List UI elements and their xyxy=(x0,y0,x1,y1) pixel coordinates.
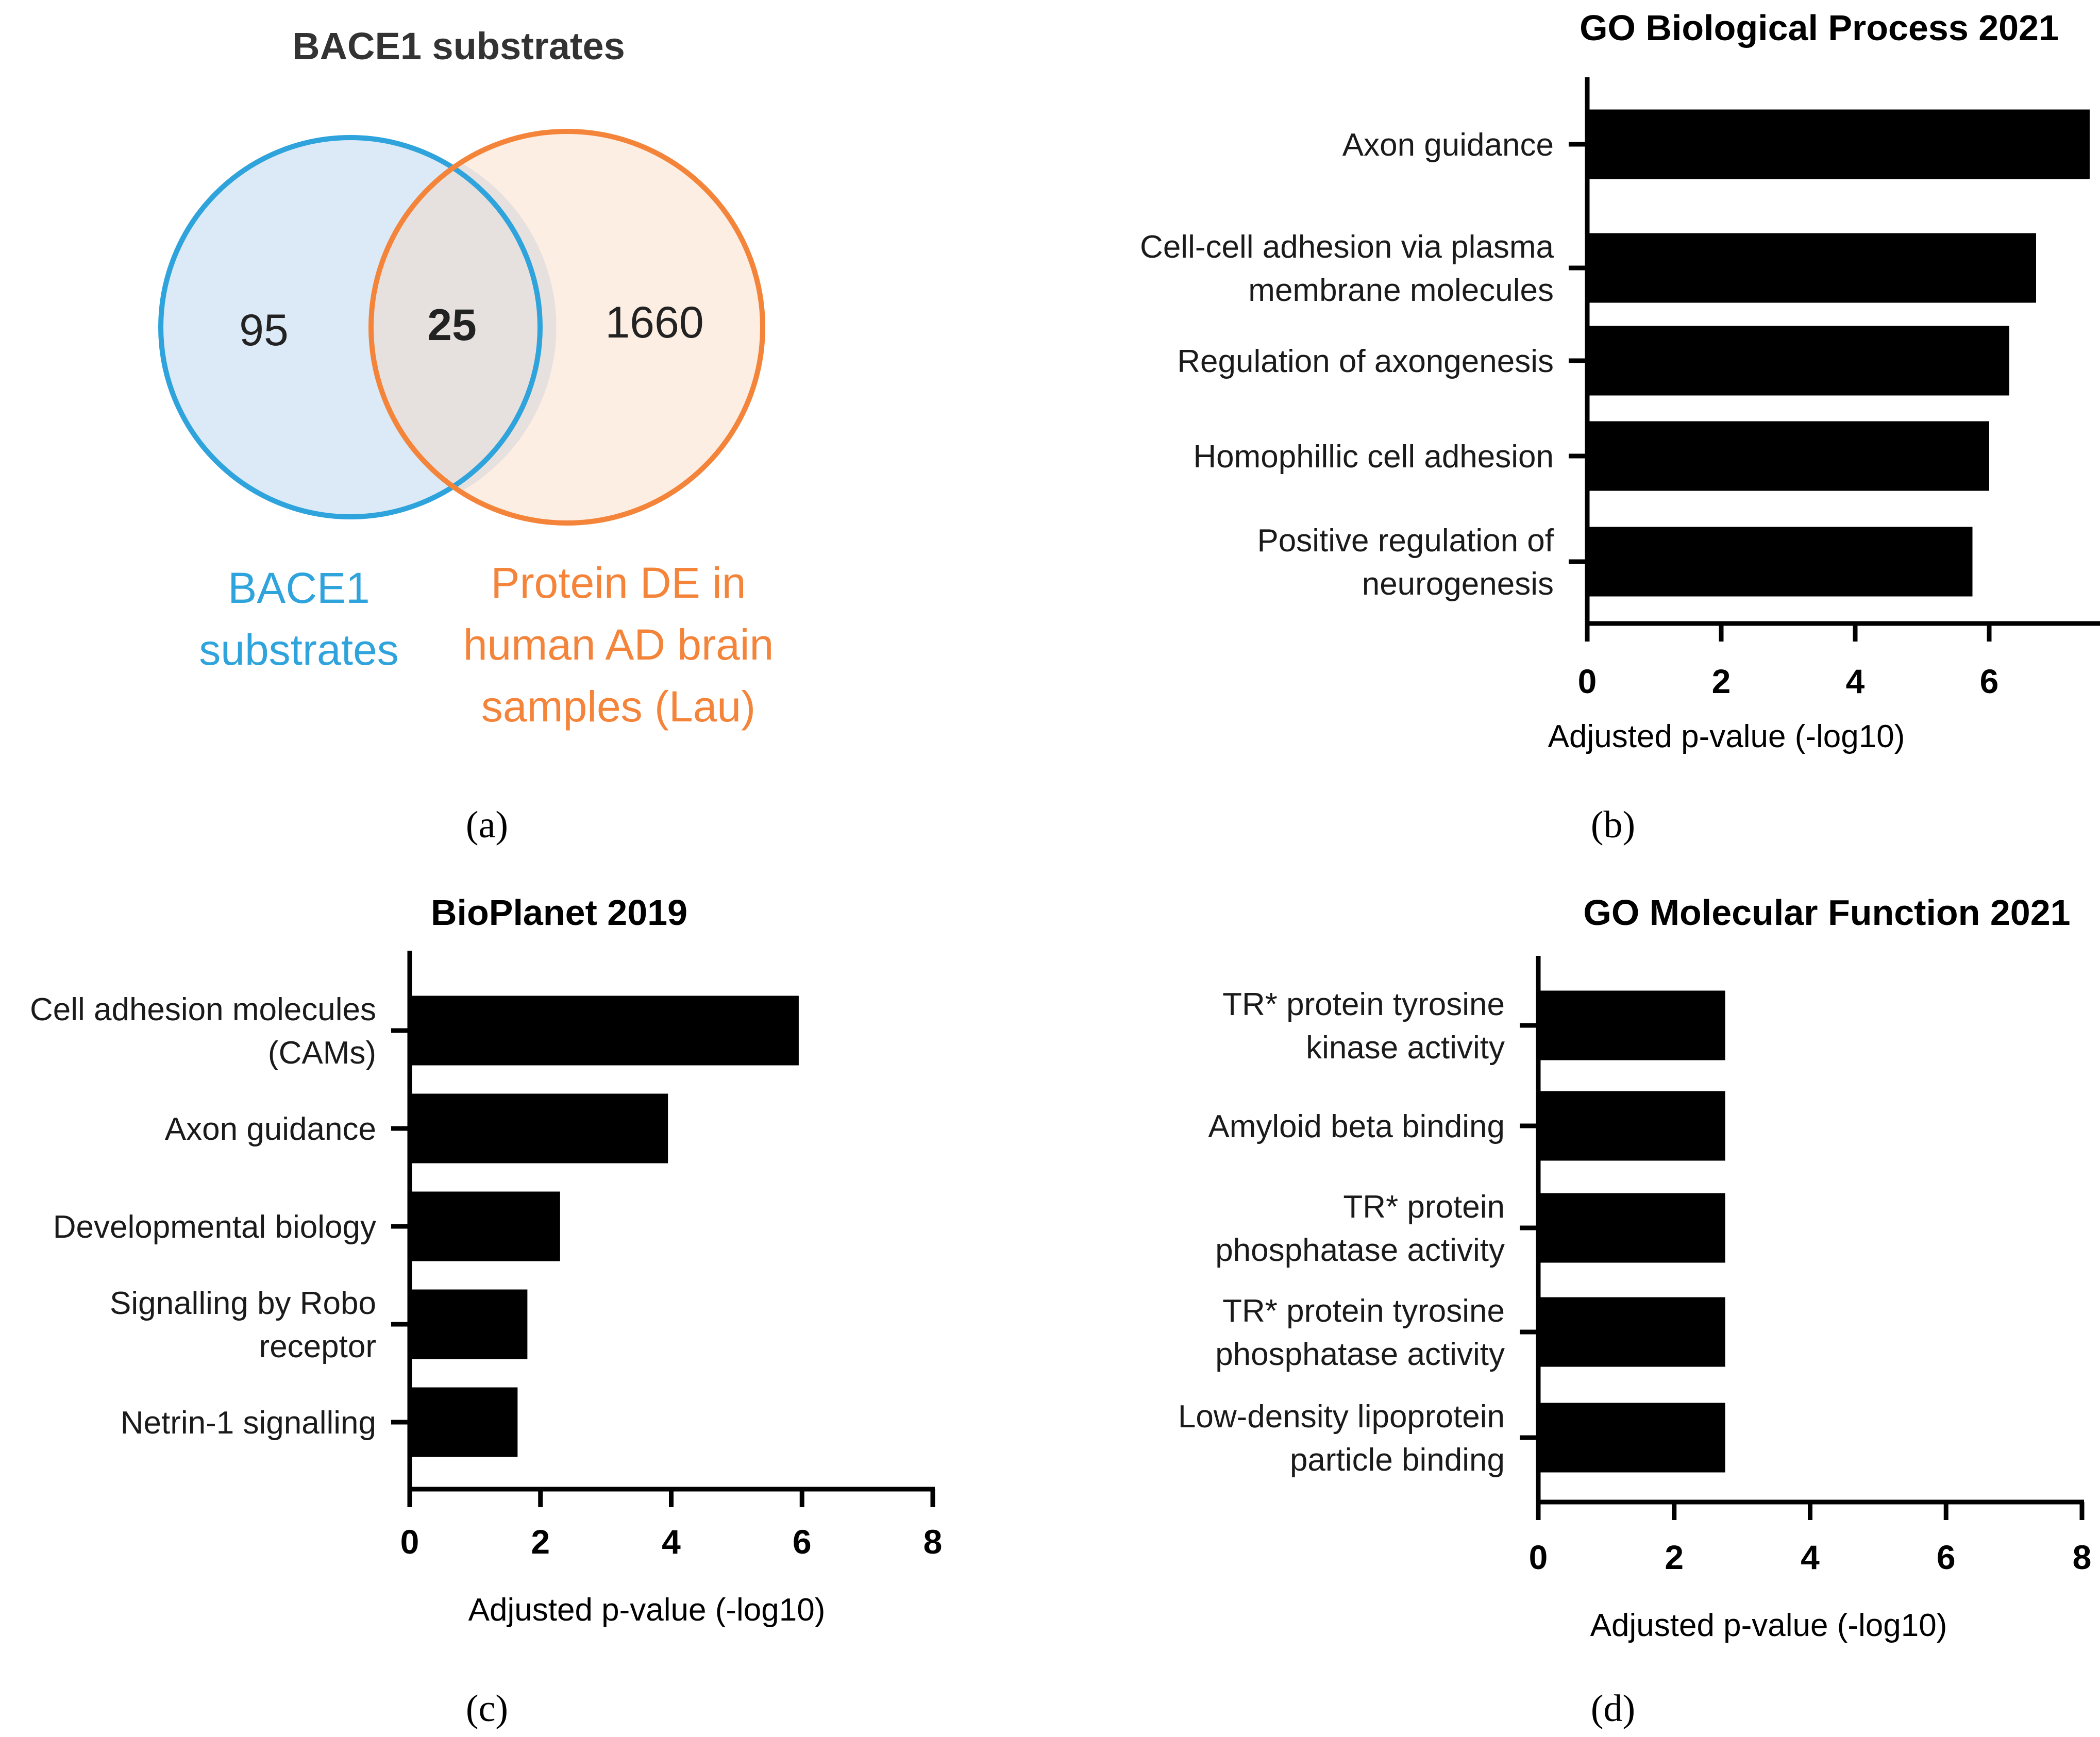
chart-c-category-label: Signalling by Robo xyxy=(110,1286,376,1321)
venn-overlap-count: 25 xyxy=(427,300,477,350)
chart-d-x-label: Adjusted p-value (-log10) xyxy=(1590,1608,1947,1643)
chart-d-x-tick-label: 2 xyxy=(1665,1538,1684,1576)
chart-d-x-tick-label: 6 xyxy=(1937,1538,1956,1576)
chart-b-x-tick-label: 2 xyxy=(1712,662,1731,700)
venn-right-outline xyxy=(368,129,765,526)
chart-go-molecular-function: GO Molecular Function 2021 0 2 4 6 8 Adjusted … xyxy=(1178,892,2092,1643)
chart-c-x-tick-label: 6 xyxy=(793,1523,812,1561)
chart-bioplanet: BioPlanet 2019 0 2 4 6 8 Adjusted p-value (-lo… xyxy=(30,892,942,1628)
chart-c-x-tick-label: 0 xyxy=(400,1523,419,1561)
chart-b-bar-5 xyxy=(1587,527,1973,597)
panel-label-a: (a) xyxy=(466,804,508,846)
chart-b-category-label: Regulation of axongenesis xyxy=(1177,344,1554,379)
chart-c-x-tick-label: 4 xyxy=(662,1523,681,1561)
chart-d-category-label: particle binding xyxy=(1290,1442,1505,1478)
chart-c-category-label: receptor xyxy=(259,1329,376,1364)
venn-left-outline xyxy=(158,135,543,519)
chart-c-bar-2 xyxy=(410,1093,668,1163)
chart-d-bar-5 xyxy=(1538,1403,1725,1473)
chart-b-x-tick-label: 0 xyxy=(1578,662,1597,700)
chart-b-category-label: Cell-cell adhesion via plasma xyxy=(1140,229,1554,265)
venn-right-legend: Protein DE in human AD brain samples (Lau) xyxy=(463,559,774,731)
chart-c-x-tick-label: 8 xyxy=(923,1523,943,1561)
chart-d-category-label: phosphatase activity xyxy=(1215,1233,1505,1268)
chart-c-bar-1 xyxy=(410,996,799,1066)
chart-b-x-label: Adjusted p-value (-log10) xyxy=(1548,719,1905,754)
chart-b-title: GO Biological Process 2021 xyxy=(1580,8,2059,48)
chart-d-bar-1 xyxy=(1538,990,1725,1060)
panel-label-d: (d) xyxy=(1591,1688,1635,1730)
venn-overlap-region xyxy=(372,163,557,492)
venn-right-label-line-2: human AD brain xyxy=(463,620,774,669)
venn-right-label-line-3: samples (Lau) xyxy=(481,682,755,731)
chart-d-bar-3 xyxy=(1538,1193,1725,1263)
chart-d-category-label: Amyloid beta binding xyxy=(1208,1109,1505,1144)
chart-c-category-label: Cell adhesion molecules xyxy=(30,992,376,1027)
venn-left-count: 95 xyxy=(239,306,289,355)
chart-b-bar-1 xyxy=(1587,109,2090,179)
venn-right-label-line-1: Protein DE in xyxy=(491,559,746,607)
chart-c-category-label: Netrin-1 signalling xyxy=(121,1405,376,1441)
venn-left-legend: BACE1 substrates xyxy=(199,564,399,674)
chart-d-x-tick-label: 4 xyxy=(1801,1538,1820,1576)
chart-d-bar-4 xyxy=(1538,1297,1725,1367)
chart-b-category-label: Positive regulation of xyxy=(1257,523,1554,559)
chart-b-bar-3 xyxy=(1587,326,2009,396)
chart-d-bar-2 xyxy=(1538,1091,1725,1161)
venn-right-count: 1660 xyxy=(605,298,703,347)
chart-b-x-tick-label: 6 xyxy=(1980,662,1999,700)
chart-d-category-label: phosphatase activity xyxy=(1215,1337,1505,1372)
venn-left-label-line-2: substrates xyxy=(199,626,399,674)
chart-d-x-tick-label: 0 xyxy=(1529,1538,1548,1576)
panel-label-c: (c) xyxy=(466,1688,508,1730)
chart-d-category-label: TR* protein xyxy=(1343,1189,1505,1225)
venn-diagram: BACE1 substrates 95 25 1660 BACE1 substra… xyxy=(158,25,774,731)
chart-d-title: GO Molecular Function 2021 xyxy=(1583,892,2070,933)
chart-d-x-tick-label: 8 xyxy=(2073,1538,2092,1576)
chart-c-bar-3 xyxy=(410,1191,560,1261)
panel-label-b: (b) xyxy=(1591,804,1635,846)
chart-d-category-label: Low-density lipoprotein xyxy=(1178,1399,1505,1435)
chart-d-category-label: kinase activity xyxy=(1306,1030,1505,1066)
chart-c-x-tick-label: 2 xyxy=(531,1523,550,1561)
chart-b-bar-2 xyxy=(1587,233,2036,303)
venn-title: BACE1 substrates xyxy=(292,25,625,68)
chart-c-x-label: Adjusted p-value (-log10) xyxy=(468,1592,826,1628)
chart-c-title: BioPlanet 2019 xyxy=(431,892,687,933)
chart-b-category-label: membrane molecules xyxy=(1248,273,1554,308)
chart-c-category-label: Developmental biology xyxy=(53,1209,376,1245)
chart-b-x-tick-label: 4 xyxy=(1846,662,1865,700)
chart-c-category-label: Axon guidance xyxy=(165,1111,376,1147)
chart-go-biological-process: GO Biological Process 202102468Adjusted … xyxy=(1140,8,2100,754)
chart-b-category-label: Homophillic cell adhesion xyxy=(1193,439,1554,475)
chart-d-category-label: TR* protein tyrosine xyxy=(1222,1293,1505,1329)
chart-d-category-label: TR* protein tyrosine xyxy=(1222,987,1505,1022)
venn-left-label-line-1: BACE1 xyxy=(228,564,369,612)
chart-b-bar-4 xyxy=(1587,421,1989,491)
chart-c-bar-5 xyxy=(410,1387,518,1457)
chart-b-category-label: Axon guidance xyxy=(1342,127,1554,163)
chart-b-category-label: neurogenesis xyxy=(1362,566,1554,602)
chart-c-bar-4 xyxy=(410,1289,528,1359)
chart-c-category-label: (CAMs) xyxy=(268,1035,376,1071)
